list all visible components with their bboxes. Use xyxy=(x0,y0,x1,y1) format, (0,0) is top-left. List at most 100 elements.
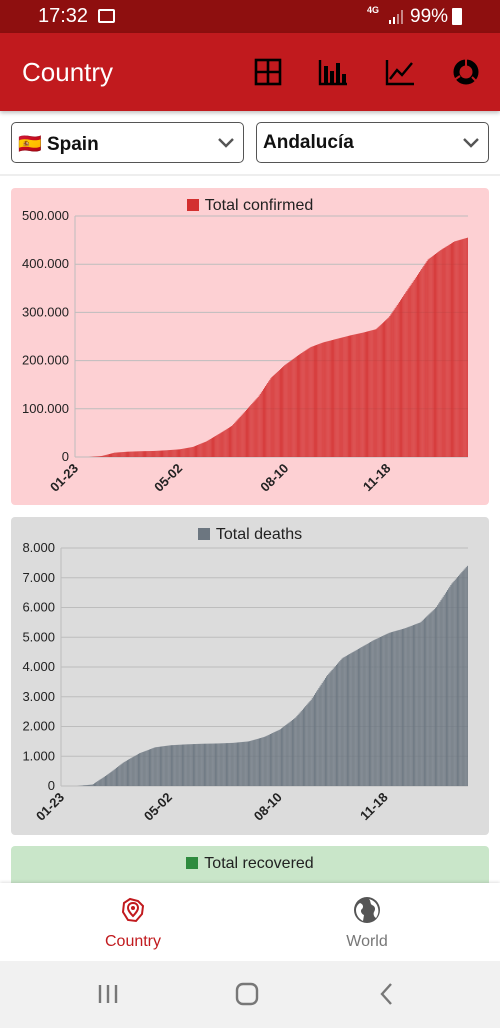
bar xyxy=(233,742,235,786)
bar xyxy=(424,618,425,786)
donut-chart-icon[interactable] xyxy=(451,57,481,87)
bar xyxy=(346,336,348,457)
bar xyxy=(317,689,319,786)
bar xyxy=(413,625,414,786)
country-select[interactable]: 🇪🇸 Spain xyxy=(11,122,244,163)
deaths-chart: 0 1.000 2.000 3.000 4.000 5.000 6.000 7.000 8.00… xyxy=(22,540,468,824)
bar xyxy=(429,257,431,457)
bar xyxy=(248,741,249,786)
bar xyxy=(190,744,192,786)
bar xyxy=(371,641,373,786)
bar xyxy=(312,696,314,786)
map-marker-icon xyxy=(121,897,145,923)
bar xyxy=(83,785,84,786)
bar xyxy=(411,625,413,786)
bar xyxy=(85,785,87,786)
bar xyxy=(320,343,322,457)
bar xyxy=(226,428,228,457)
bar xyxy=(311,698,313,786)
bar xyxy=(102,455,104,457)
bar xyxy=(459,574,461,786)
status-bar: 17:32 4G 99% xyxy=(0,0,500,33)
bar xyxy=(265,386,267,457)
bar xyxy=(123,451,125,457)
bar xyxy=(319,686,321,786)
bar xyxy=(201,743,203,786)
bar xyxy=(416,623,418,786)
bar xyxy=(223,430,225,457)
bar xyxy=(348,654,350,786)
bar xyxy=(100,778,102,786)
bar xyxy=(278,729,280,786)
bar xyxy=(130,451,132,457)
bar xyxy=(433,609,435,786)
bar xyxy=(150,451,152,457)
bar xyxy=(326,676,328,786)
back-icon[interactable] xyxy=(374,981,400,1007)
bar xyxy=(420,270,422,457)
bar xyxy=(107,774,109,786)
bar xyxy=(357,333,359,457)
bar xyxy=(227,428,229,457)
bar xyxy=(404,294,406,457)
bar xyxy=(372,640,374,786)
bar xyxy=(393,631,395,786)
bar xyxy=(296,716,298,786)
bar xyxy=(116,452,118,457)
bar xyxy=(333,339,335,457)
bar xyxy=(166,450,168,457)
bar-chart-icon[interactable] xyxy=(318,57,348,87)
bar xyxy=(271,733,273,786)
bar xyxy=(403,295,405,457)
bar xyxy=(454,241,456,457)
bar xyxy=(129,758,131,786)
bar xyxy=(219,433,221,457)
bar xyxy=(448,588,450,786)
bar xyxy=(249,406,251,457)
bar xyxy=(351,652,353,786)
bar xyxy=(177,744,179,786)
bar xyxy=(301,353,303,457)
bar xyxy=(163,746,165,786)
bar xyxy=(264,387,265,457)
bar xyxy=(466,237,468,457)
bar xyxy=(208,439,210,457)
bar xyxy=(424,264,426,457)
table-icon[interactable] xyxy=(253,57,283,87)
nav-world[interactable]: World xyxy=(242,883,492,961)
x-tick-label: 08-10 xyxy=(251,790,285,824)
bar xyxy=(407,627,409,786)
bar xyxy=(233,424,235,457)
bar xyxy=(231,426,233,457)
line-chart-icon[interactable] xyxy=(385,57,415,87)
bar xyxy=(216,743,218,786)
bar xyxy=(108,454,110,457)
bar xyxy=(329,340,331,457)
bar xyxy=(124,451,126,457)
nav-label-country: Country xyxy=(104,933,162,950)
bar xyxy=(425,262,427,457)
bar xyxy=(441,598,443,786)
bar xyxy=(237,742,238,786)
bar xyxy=(465,567,467,786)
bottom-navigation: Country World xyxy=(0,883,500,961)
bar xyxy=(184,744,186,786)
bar xyxy=(144,751,146,786)
bar xyxy=(353,651,355,786)
nav-country[interactable]: Country xyxy=(8,883,258,961)
bar xyxy=(156,747,158,786)
bar xyxy=(103,776,105,786)
bar xyxy=(220,432,222,457)
region-select[interactable]: Andalucía xyxy=(256,122,489,163)
bar xyxy=(406,290,408,457)
bar xyxy=(365,644,367,786)
bar xyxy=(349,335,350,457)
bar xyxy=(422,619,424,786)
bar xyxy=(148,451,150,457)
bar xyxy=(305,706,307,786)
recent-apps-icon[interactable] xyxy=(95,981,121,1007)
bar xyxy=(425,617,427,786)
bar xyxy=(341,658,343,786)
home-icon[interactable] xyxy=(234,981,260,1007)
bar xyxy=(391,632,392,786)
